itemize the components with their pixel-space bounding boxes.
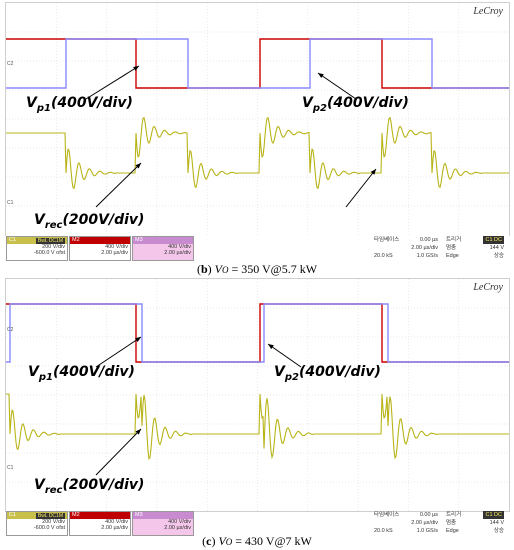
graticule [6, 3, 509, 235]
scope-screen-2: LeCroy C2 C1 Vp1(400V/div) Vp2(400V/div)… [5, 278, 510, 512]
trace-vp1 [6, 303, 509, 363]
channel-m2-box[interactable]: M2 400 V/div 2.00 µs/div [69, 236, 131, 261]
pointer-arrow [267, 343, 302, 368]
label-vp1: Vp1(400V/div) [28, 364, 135, 383]
arrow-head [133, 66, 139, 71]
channel-m3-box[interactable]: M3 400 V/div 2.00 µs/div [132, 236, 194, 261]
channel-c1-box[interactable]: C1 BwL DC1M 200 V/div -600.0 V ofst [6, 236, 68, 261]
arrow-head [135, 163, 141, 169]
arrow-head [318, 73, 324, 79]
pointer-arrow [317, 72, 357, 100]
caption-c: (c) VO = 430 V@7 kW [202, 534, 312, 548]
label-vrec: Vrec(200V/div) [34, 477, 145, 496]
brand-logo: LeCroy [473, 282, 503, 293]
label-vp2: Vp2(400V/div) [302, 95, 409, 114]
trace-vrec [6, 116, 509, 190]
trigger-box[interactable]: 트리거 C1 DC 멈춤 144 V Edge 상승 [446, 236, 504, 259]
trace-vp2 [6, 38, 509, 89]
timebase-box[interactable]: 타임베이스 0.00 µs 2.00 µs/div 20.0 kS 1.0 GS/s [374, 512, 438, 534]
label-vp1: Vp1(400V/div) [26, 95, 133, 114]
pointer-arrow [95, 162, 142, 208]
pointer-arrow [95, 336, 142, 368]
pointer-arrow [95, 428, 142, 476]
status-row-2: C1 BwL DC1M 200 V/div -600.0 V ofst M2 40… [6, 511, 509, 537]
pointer-arrow [345, 168, 377, 208]
label-vp2: Vp2(400V/div) [274, 364, 381, 383]
trigger-box[interactable]: 트리거 C1 DC 멈춤 144 V Edge 상승 [446, 511, 504, 534]
arrow-head [135, 337, 141, 343]
channel-m2-box[interactable]: M2 400 V/div 2.00 µs/div [69, 511, 131, 536]
trace-vp2 [6, 303, 509, 363]
arrow-head [135, 429, 141, 435]
channel-c1-box[interactable]: C1 BwL DC1M 200 V/div -600.0 V ofst [6, 511, 68, 536]
ch1-marker: C1 [7, 465, 14, 471]
scope-screen-1: LeCroy C2 C1 Vp1(400V/div) Vp2(400V/div)… [5, 2, 510, 261]
scope-grid-2 [6, 279, 509, 511]
ch2-marker: C2 [7, 327, 14, 333]
scope-grid-1 [6, 3, 509, 235]
arrow-head [268, 344, 274, 350]
timebase-box[interactable]: 타임베이스 0.00 µs 2.00 µs/div 20.0 kS 1.0 GS/s [374, 237, 438, 259]
brand-logo: LeCroy [473, 6, 503, 17]
label-vrec: Vrec(200V/div) [34, 212, 145, 231]
channel-m3-box[interactable]: M3 400 V/div 2.00 µs/div [132, 511, 194, 536]
ch2-marker: C2 [7, 61, 14, 67]
status-row-1: C1 BwL DC1M 200 V/div -600.0 V ofst M2 40… [6, 236, 509, 262]
ch1-marker: C1 [7, 200, 14, 206]
trace-vrec [6, 393, 509, 461]
pointer-arrow [85, 65, 140, 100]
caption-b: (b) VO = 350 V@5.7 kW [196, 262, 318, 276]
arrow-head [370, 169, 376, 175]
